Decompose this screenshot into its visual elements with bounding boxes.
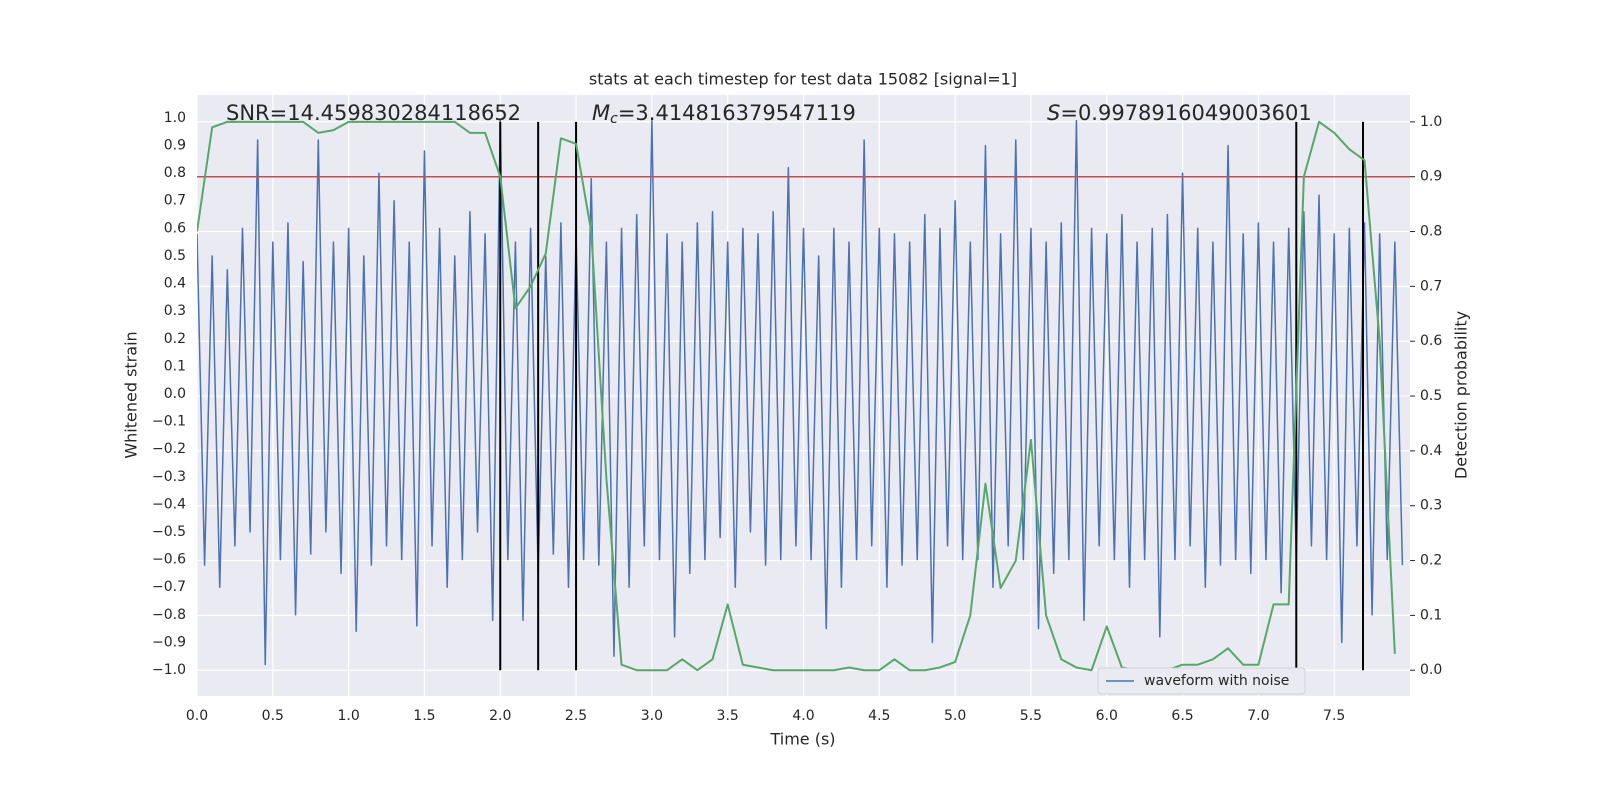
y-tick-label: −0.3 xyxy=(152,469,186,485)
y2-tick-label: 0.9 xyxy=(1420,169,1442,185)
x-tick-label: 4.5 xyxy=(868,708,890,724)
y-tick-label: −0.7 xyxy=(152,579,186,595)
legend-box xyxy=(1097,667,1306,695)
annotation-part: =3.414816379547119 xyxy=(618,101,856,125)
y-tick-label: 0.6 xyxy=(164,220,186,236)
y-tick-label: −0.5 xyxy=(152,524,186,540)
y-tick-label: −0.6 xyxy=(152,552,186,568)
series-line xyxy=(197,119,1404,666)
y-tick-label: 0.7 xyxy=(164,193,186,209)
y-tick-label: 0.9 xyxy=(164,138,186,154)
annotation: SNR=14.459830284118652 xyxy=(226,101,521,125)
x-tick-label: 7.0 xyxy=(1247,708,1269,724)
y2-tick-label: 0.8 xyxy=(1420,224,1442,240)
x-tick-label: 2.0 xyxy=(489,708,511,724)
y2-tick-label: 0.3 xyxy=(1420,498,1442,514)
annotation-part: c xyxy=(610,111,618,127)
y-tick-label: −0.2 xyxy=(152,441,186,457)
y-axis-label: Whitened strain xyxy=(122,331,141,458)
y-tick-label: 1.0 xyxy=(164,110,186,126)
x-tick-label: 0.0 xyxy=(186,708,208,724)
annotation-part: =0.9978916049003601 xyxy=(1060,101,1311,125)
y-tick-label: −0.8 xyxy=(152,607,186,623)
y-tick-label: 0.4 xyxy=(164,276,186,292)
x-tick-label: 0.5 xyxy=(262,708,284,724)
annotation: S=0.9978916049003601 xyxy=(1047,101,1312,125)
annotation-part: M xyxy=(592,101,610,125)
x-tick-label: 5.0 xyxy=(944,708,966,724)
x-tick-label: 3.0 xyxy=(641,708,663,724)
series-line xyxy=(197,120,1396,672)
y2-tick-label: 0.7 xyxy=(1420,278,1442,294)
y-tick-label: 0.3 xyxy=(164,303,186,319)
y2-tick-label: 0.4 xyxy=(1420,443,1442,459)
y-tick-label: 0.5 xyxy=(164,248,186,264)
y-tick-label: 0.2 xyxy=(164,331,186,347)
x-tick-label: 5.5 xyxy=(1020,708,1042,724)
x-tick-label: 6.0 xyxy=(1096,708,1118,724)
chart-title: stats at each timestep for test data 150… xyxy=(589,70,1017,89)
y-tick-label: −0.9 xyxy=(152,634,186,650)
y2-tick-label: 0.5 xyxy=(1420,388,1442,404)
y-tick-label: 0.8 xyxy=(164,165,186,181)
y2-tick-label: 0.2 xyxy=(1420,553,1442,569)
y2-tick-label: 1.0 xyxy=(1420,114,1442,130)
x-tick-label: 1.0 xyxy=(337,708,359,724)
y2-tick-label: 0.1 xyxy=(1420,607,1442,623)
x-tick-label: 4.0 xyxy=(792,708,814,724)
x-tick-label: 6.5 xyxy=(1171,708,1193,724)
y-tick-label: −0.4 xyxy=(152,496,186,512)
y-tick-label: −0.1 xyxy=(152,414,186,430)
y-tick-label: −1.0 xyxy=(152,662,186,678)
x-tick-label: 2.5 xyxy=(565,708,587,724)
x-axis-label: Time (s) xyxy=(769,730,835,749)
annotation: Mc=3.414816379547119 xyxy=(592,101,856,127)
y-tick-label: 0.0 xyxy=(164,386,186,402)
annotation-part: S xyxy=(1047,101,1060,125)
y2-tick-label: 0.6 xyxy=(1420,333,1442,349)
x-tick-label: 7.5 xyxy=(1323,708,1345,724)
x-tick-label: 3.5 xyxy=(717,708,739,724)
legend-label: waveform with noise xyxy=(1144,673,1289,689)
x-tick-label: 1.5 xyxy=(413,708,435,724)
y2-axis-label: Detection probability xyxy=(1452,311,1471,479)
y-tick-label: 0.1 xyxy=(164,358,186,374)
y2-tick-label: 0.0 xyxy=(1420,662,1442,678)
